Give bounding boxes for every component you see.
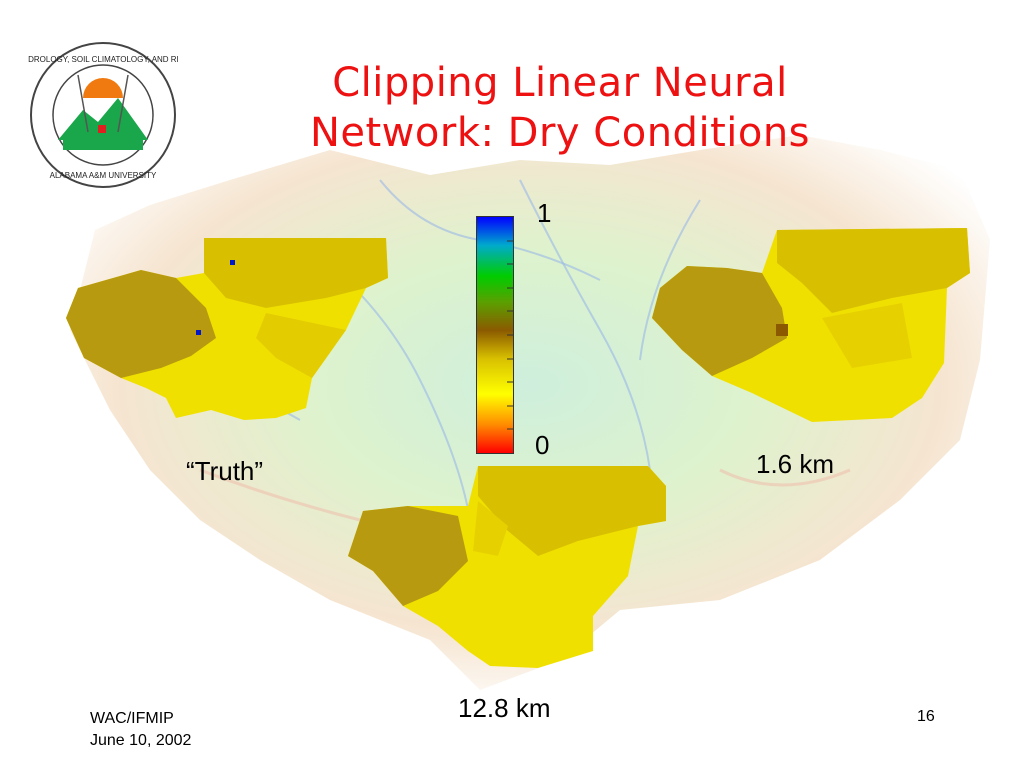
logo-ring-text-bottom: ALABAMA A&M UNIVERSITY	[50, 171, 157, 180]
colorbar-gradient	[477, 217, 513, 453]
truth-map-label: “Truth”	[186, 456, 264, 486]
coarse-resolution-map	[348, 466, 666, 668]
title-line-1: Clipping Linear Neural	[332, 60, 788, 106]
truth-soil-moisture-map	[66, 238, 388, 420]
colorbar-max-label: 1	[537, 198, 552, 228]
university-seal-logo: CENTER FOR HYDROLOGY, SOIL CLIMATOLOGY, …	[28, 42, 178, 188]
footer-left: WAC/IFMIP June 10, 2002	[90, 708, 191, 752]
slide-title: Clipping Linear Neural Network: Dry Cond…	[250, 58, 870, 158]
coarse-map-label: 12.8 km	[458, 693, 551, 723]
fine-map-label: 1.6 km	[756, 449, 835, 479]
title-line-2: Network: Dry Conditions	[309, 110, 811, 156]
slide-number: 16	[917, 708, 935, 725]
logo-ring-text-top: CENTER FOR HYDROLOGY, SOIL CLIMATOLOGY, …	[28, 55, 178, 64]
colorbar-legend	[476, 216, 514, 454]
colorbar-min-label: 0	[535, 430, 550, 460]
footer-date: June 10, 2002	[90, 732, 192, 749]
footer-organization: WAC/IFMIP	[90, 710, 174, 727]
fine-resolution-map	[652, 228, 970, 422]
